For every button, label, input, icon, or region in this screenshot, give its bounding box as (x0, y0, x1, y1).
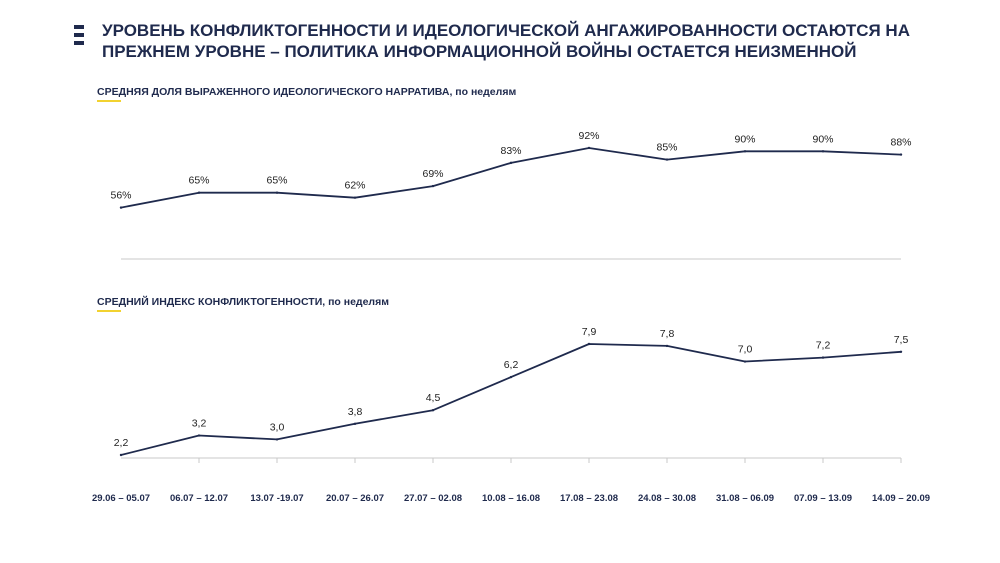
x-tick-label: 07.09 – 13.09 (794, 493, 852, 504)
x-tick-label: 13.07 -19.07 (250, 493, 303, 504)
data-label: 3,8 (348, 406, 363, 418)
data-label: 65% (188, 175, 209, 187)
data-label: 7,8 (660, 328, 675, 340)
data-point (197, 191, 201, 194)
data-point (197, 434, 201, 437)
data-label: 56% (110, 190, 131, 202)
x-tick-label: 10.08 – 16.08 (482, 493, 540, 504)
data-label: 3,2 (192, 418, 207, 430)
data-point (509, 161, 513, 165)
x-tick-label: 29.06 – 05.07 (92, 493, 150, 504)
data-label: 92% (578, 130, 599, 142)
data-point (275, 438, 279, 441)
data-label: 85% (656, 142, 677, 154)
data-point (119, 206, 123, 209)
data-label: 6,2 (504, 359, 519, 371)
data-label: 7,5 (894, 334, 909, 346)
data-point (587, 342, 591, 346)
data-point (665, 344, 669, 348)
data-label: 88% (890, 137, 911, 149)
series-line (120, 147, 902, 209)
x-tick-label: 17.08 – 23.08 (560, 493, 618, 504)
page-title: УРОВЕНЬ КОНФЛИКТОГЕННОСТИ И ИДЕОЛОГИЧЕСК… (102, 21, 910, 61)
data-point (743, 150, 747, 153)
data-point (275, 191, 279, 194)
x-tick-label: 14.09 – 20.09 (872, 493, 930, 504)
title-accent-underline (97, 310, 121, 312)
data-label: 4,5 (426, 392, 441, 404)
x-tick-label: 06.07 – 12.07 (170, 493, 228, 504)
x-tick-label: 20.07 – 26.07 (326, 493, 384, 504)
data-label: 65% (266, 175, 287, 187)
data-point (743, 360, 747, 363)
data-point (509, 375, 513, 379)
data-label: 90% (734, 133, 755, 145)
x-tick-label: 27.07 – 02.08 (404, 493, 462, 504)
data-point (431, 184, 435, 188)
data-point (353, 422, 357, 426)
title-accent-underline (97, 100, 121, 102)
data-label: 69% (422, 168, 443, 180)
data-point (665, 158, 669, 161)
data-point (821, 356, 825, 359)
data-point (821, 150, 825, 153)
data-label: 2,2 (114, 437, 129, 449)
data-point (431, 409, 435, 412)
data-point (899, 153, 903, 156)
chart-title-conflict: СРЕДНИЙ ИНДЕКС КОНФЛИКТОГЕННОСТИ, по нед… (97, 296, 390, 308)
data-label: 7,9 (582, 326, 597, 338)
data-label: 90% (812, 133, 833, 145)
x-tick-label: 24.08 – 30.08 (638, 493, 696, 504)
data-label: 83% (500, 145, 521, 157)
data-label: 7,2 (816, 340, 831, 352)
data-point (899, 350, 903, 353)
data-label: 7,0 (738, 344, 753, 356)
data-label: 3,0 (270, 421, 285, 433)
data-point (353, 196, 357, 199)
data-label: 62% (344, 180, 365, 192)
data-point (587, 146, 591, 150)
chart-title-ideological: СРЕДНЯЯ ДОЛЯ ВЫРАЖЕННОГО ИДЕОЛОГИЧЕСКОГО… (97, 86, 517, 98)
menu-bars-icon (74, 25, 84, 49)
x-tick-label: 31.08 – 06.09 (716, 493, 774, 504)
data-point (119, 453, 123, 457)
